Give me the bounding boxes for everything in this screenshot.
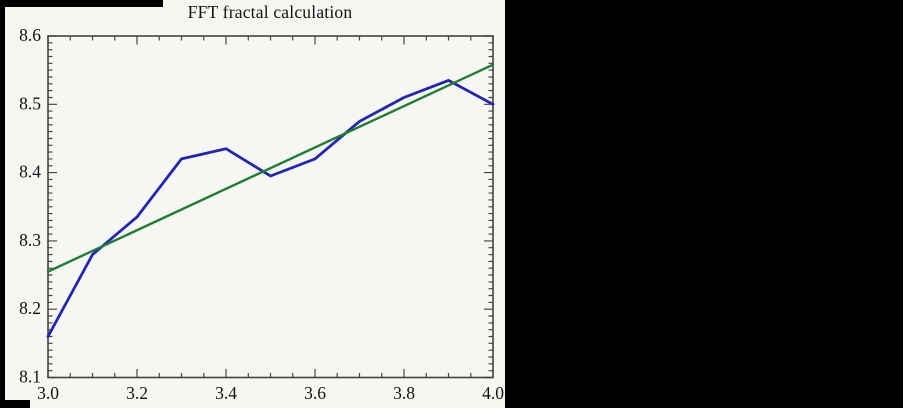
y-tick-label: 8.1 (19, 367, 41, 387)
y-tick-label: 8.3 (19, 230, 41, 250)
x-tick-label: 4.0 (482, 383, 504, 403)
chart-title: FFT fractal calculation (187, 2, 353, 22)
x-tick-label: 3.6 (304, 383, 326, 403)
x-tick-label: 3.2 (126, 383, 148, 403)
black-crop-bottom-bar (0, 400, 30, 408)
plot-frame (47, 35, 494, 379)
x-tick-label: 3.4 (215, 383, 237, 403)
y-tick-label: 8.4 (19, 162, 41, 182)
x-tick-label: 3.8 (393, 383, 415, 403)
fft-fractal-data-line (46, 78, 495, 338)
black-crop-right-panel (505, 0, 903, 408)
linear-fit-line (46, 63, 495, 273)
black-crop-top-bar (0, 0, 163, 7)
y-tick-label: 8.2 (19, 298, 41, 318)
x-tick-label: 3.0 (37, 383, 59, 403)
axis-ticks (47, 35, 494, 379)
y-tick-label: 8.6 (19, 25, 41, 45)
y-tick-label: 8.5 (19, 93, 41, 113)
black-crop-left-strip (0, 0, 5, 408)
